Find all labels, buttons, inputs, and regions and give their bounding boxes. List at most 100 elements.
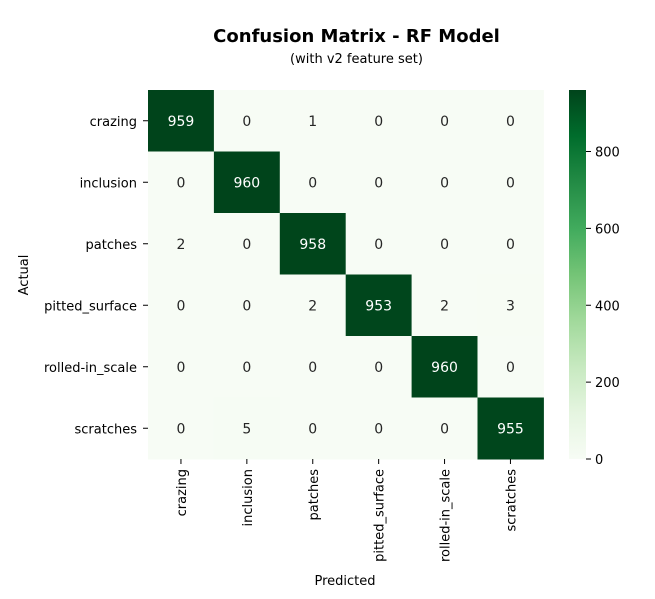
cell-value-label: 1 xyxy=(308,114,317,130)
cell-value-label: 0 xyxy=(242,237,251,253)
heatmap-cell xyxy=(477,213,544,275)
heatmap-cell xyxy=(411,151,478,214)
cell-value-label: 959 xyxy=(168,114,195,130)
cell-value-label: 0 xyxy=(440,175,449,191)
cell-value-label: 0 xyxy=(176,360,185,376)
y-tick-label: patches xyxy=(86,238,138,253)
heatmap-cell xyxy=(148,274,215,337)
heatmap-cell xyxy=(148,151,215,214)
heatmap-cell xyxy=(213,151,281,214)
colorbar-tick-label: 600 xyxy=(595,222,620,237)
cell-value-label: 0 xyxy=(242,298,251,314)
cell-value-label: 0 xyxy=(308,175,317,191)
cell-value-label: 3 xyxy=(506,298,515,314)
cell-value-label: 0 xyxy=(506,175,515,191)
x-tick-label: pitted_surface xyxy=(373,469,388,562)
cell-value-label: 0 xyxy=(176,421,185,437)
heatmap-cell xyxy=(213,213,281,275)
heatmap-cell xyxy=(213,397,281,460)
cell-value-label: 0 xyxy=(374,237,383,253)
heatmap-cell xyxy=(213,336,281,398)
x-tick-label: patches xyxy=(307,469,322,521)
heatmap-cells xyxy=(148,90,544,460)
cell-value-label: 960 xyxy=(233,175,260,191)
cell-value-label: 955 xyxy=(497,421,524,437)
chart-title: Confusion Matrix - RF Model xyxy=(213,26,500,47)
heatmap-cell xyxy=(148,213,215,275)
x-tick-label: rolled-in_scale xyxy=(439,469,454,562)
heatmap-cell xyxy=(148,336,215,398)
cell-value-label: 0 xyxy=(176,175,185,191)
cell-value-label: 0 xyxy=(242,360,251,376)
heatmap-cell xyxy=(213,90,281,152)
x-tick-label: crazing xyxy=(175,469,190,516)
cell-value-label: 0 xyxy=(308,360,317,376)
x-axis-ticks: crazing inclusion patches pitted_surface rol… xyxy=(175,459,519,562)
x-axis-label: Predicted xyxy=(314,574,375,589)
cell-value-label: 0 xyxy=(374,421,383,437)
heatmap-cell xyxy=(213,274,281,337)
heatmap-cell xyxy=(411,90,478,152)
cell-value-label: 0 xyxy=(440,421,449,437)
heatmap-cell xyxy=(279,90,347,152)
colorbar-tick-label: 400 xyxy=(595,299,620,314)
cell-value-label: 2 xyxy=(176,237,185,253)
y-axis-ticks: crazing inclusion patches pitted_surfacerol… xyxy=(44,115,148,437)
heatmap-cell-labels: 959 0 1 0 0 0 0 960 0 0 0 0 2 0 958 0 0 0 0 0 2 953 2 3 0 0 0 0 960 0… xyxy=(168,114,524,438)
y-axis-label: Actual xyxy=(17,255,32,296)
heatmap-cell xyxy=(411,213,478,275)
cell-value-label: 0 xyxy=(374,114,383,130)
heatmap-cell xyxy=(477,336,544,398)
y-tick-label: pitted_surface xyxy=(44,299,137,314)
colorbar xyxy=(569,90,586,459)
heatmap-cell xyxy=(279,274,347,337)
heatmap-cell xyxy=(477,151,544,214)
heatmap-cell xyxy=(345,397,413,460)
heatmap-cell xyxy=(345,274,413,337)
colorbar-tick-label: 0 xyxy=(595,453,603,468)
x-tick-label: scratches xyxy=(504,469,519,532)
cell-value-label: 0 xyxy=(506,237,515,253)
cell-value-label: 0 xyxy=(374,360,383,376)
cell-value-label: 0 xyxy=(374,175,383,191)
cell-value-label: 2 xyxy=(308,298,317,314)
y-tick-label: rolled-in_scale xyxy=(44,361,137,376)
heatmap-cell xyxy=(477,274,544,337)
cell-value-label: 0 xyxy=(506,114,515,130)
cell-value-label: 958 xyxy=(299,237,326,253)
y-tick-label: inclusion xyxy=(80,176,137,191)
heatmap-cell xyxy=(279,336,347,398)
cell-value-label: 0 xyxy=(506,360,515,376)
colorbar-tick-label: 800 xyxy=(595,146,620,161)
heatmap-cell xyxy=(345,336,413,398)
heatmap-cell xyxy=(477,90,544,152)
heatmap-cell xyxy=(279,213,347,275)
cell-value-label: 0 xyxy=(440,237,449,253)
x-tick-label: inclusion xyxy=(241,469,256,526)
cell-value-label: 0 xyxy=(176,298,185,314)
cell-value-label: 0 xyxy=(440,114,449,130)
colorbar-tick-label: 200 xyxy=(595,376,620,391)
heatmap-cell xyxy=(345,151,413,214)
heatmap-cell xyxy=(477,397,544,460)
y-tick-label: scratches xyxy=(75,422,138,437)
cell-value-label: 5 xyxy=(242,421,251,437)
heatmap-cell xyxy=(345,90,413,152)
heatmap-cell xyxy=(279,151,347,214)
colorbar-ticks: 0 200 400 600 800 xyxy=(586,146,620,468)
heatmap-cell xyxy=(279,397,347,460)
cell-value-label: 2 xyxy=(440,298,449,314)
cell-value-label: 960 xyxy=(431,360,458,376)
cell-value-label: 0 xyxy=(242,114,251,130)
cell-value-label: 0 xyxy=(308,421,317,437)
heatmap-cell xyxy=(411,274,478,337)
cell-value-label: 953 xyxy=(365,298,392,314)
heatmap-cell xyxy=(148,397,215,460)
heatmap-cell xyxy=(411,397,478,460)
chart-subtitle: (with v2 feature set) xyxy=(290,52,423,67)
heatmap-cell xyxy=(345,213,413,275)
heatmap-cell xyxy=(411,336,478,398)
heatmap-cell xyxy=(148,90,215,152)
y-tick-label: crazing xyxy=(90,115,137,130)
